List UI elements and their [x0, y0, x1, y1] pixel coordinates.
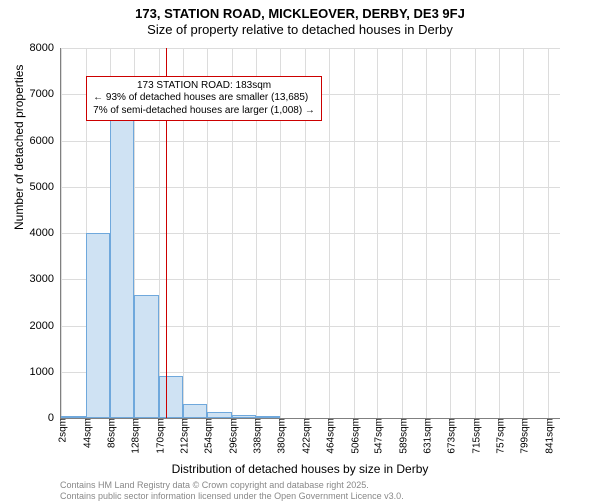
x-axis-line [60, 418, 560, 419]
x-tick-label: 547sqm [370, 418, 385, 454]
chart-title: 173, STATION ROAD, MICKLEOVER, DERBY, DE… [0, 0, 600, 39]
x-tick-label: 2sqm [54, 418, 69, 442]
y-tick-label: 3000 [30, 273, 60, 285]
y-tick-label: 6000 [30, 135, 60, 147]
x-tick-label: 254sqm [200, 418, 215, 454]
histogram-bar [61, 416, 85, 418]
histogram-bar [110, 113, 134, 418]
x-tick-label: 44sqm [78, 418, 93, 448]
marker-callout: 173 STATION ROAD: 183sqm← 93% of detache… [86, 76, 322, 122]
x-tick-label: 506sqm [346, 418, 361, 454]
x-tick-label: 799sqm [516, 418, 531, 454]
footer-attribution: Contains HM Land Registry data © Crown c… [60, 480, 404, 503]
title-line1: 173, STATION ROAD, MICKLEOVER, DERBY, DE… [0, 6, 600, 22]
x-tick-label: 212sqm [175, 418, 190, 454]
gridline-v [499, 48, 500, 418]
x-tick-label: 631sqm [419, 418, 434, 454]
histogram-bar [207, 412, 231, 418]
y-tick-label: 5000 [30, 181, 60, 193]
y-axis-title: Number of detached properties [12, 65, 26, 230]
gridline-v [354, 48, 355, 418]
gridline-v [523, 48, 524, 418]
callout-line2: ← 93% of detached houses are smaller (13… [93, 92, 315, 105]
histogram-bar [256, 416, 280, 418]
y-tick-label: 2000 [30, 320, 60, 332]
gridline-v [475, 48, 476, 418]
x-tick-label: 757sqm [492, 418, 507, 454]
x-tick-label: 128sqm [127, 418, 142, 454]
histogram-bar [232, 415, 256, 418]
gridline-v [548, 48, 549, 418]
histogram-bar [134, 295, 158, 418]
histogram-bar [86, 233, 110, 418]
x-tick-label: 589sqm [394, 418, 409, 454]
gridline-v [450, 48, 451, 418]
x-axis-title: Distribution of detached houses by size … [0, 462, 600, 476]
gridline-v [402, 48, 403, 418]
y-tick-label: 7000 [30, 88, 60, 100]
x-tick-label: 841sqm [540, 418, 555, 454]
histogram-bar [159, 376, 183, 418]
x-tick-label: 338sqm [249, 418, 264, 454]
x-tick-label: 464sqm [322, 418, 337, 454]
x-tick-label: 422sqm [297, 418, 312, 454]
title-line2: Size of property relative to detached ho… [0, 22, 600, 38]
x-tick-label: 296sqm [224, 418, 239, 454]
y-tick-label: 8000 [30, 42, 60, 54]
chart-area: 0100020003000400050006000700080002sqm44s… [60, 48, 560, 418]
footer-line1: Contains HM Land Registry data © Crown c… [60, 480, 404, 491]
y-tick-label: 1000 [30, 366, 60, 378]
x-tick-label: 380sqm [273, 418, 288, 454]
x-tick-label: 86sqm [102, 418, 117, 448]
callout-line1: 173 STATION ROAD: 183sqm [93, 80, 315, 93]
y-tick-label: 4000 [30, 227, 60, 239]
x-tick-label: 673sqm [443, 418, 458, 454]
gridline-v [329, 48, 330, 418]
gridline-v [377, 48, 378, 418]
x-tick-label: 170sqm [151, 418, 166, 454]
gridline-v [426, 48, 427, 418]
x-tick-label: 715sqm [467, 418, 482, 454]
callout-line3: 7% of semi-detached houses are larger (1… [93, 105, 315, 118]
histogram-bar [183, 404, 207, 418]
footer-line2: Contains public sector information licen… [60, 491, 404, 502]
y-axis-line [60, 48, 61, 418]
gridline-v [61, 48, 62, 418]
plot-area: 0100020003000400050006000700080002sqm44s… [60, 48, 560, 418]
